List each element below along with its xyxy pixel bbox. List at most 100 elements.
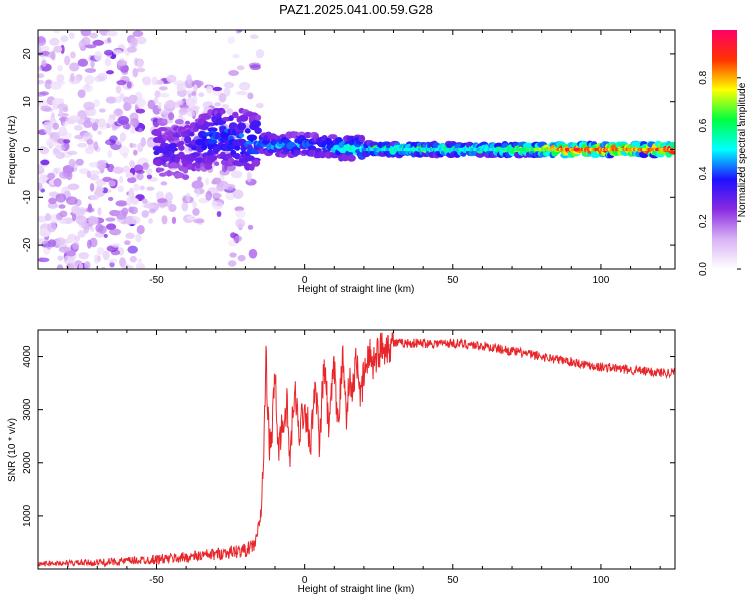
heatmap-cell — [112, 166, 124, 174]
heatmap-cell — [109, 209, 121, 217]
heatmap-cell — [78, 39, 88, 50]
heatmap-cell — [216, 211, 222, 218]
heatmap-cell — [103, 49, 114, 56]
heatmap-cell — [40, 45, 50, 52]
heatmap-cell — [41, 50, 50, 56]
heatmap-cell — [95, 186, 104, 193]
heatmap-cell — [135, 36, 147, 45]
heatmap-cell — [161, 215, 168, 225]
heatmap-cell — [228, 115, 234, 122]
heatmap-cell — [114, 96, 123, 104]
heatmap-cell — [83, 120, 93, 129]
colorbar-ticks: 0.0 0.2 0.4 0.6 0.8 — [698, 70, 741, 276]
heatmap-cell — [124, 240, 131, 246]
heatmap-cell — [70, 51, 76, 59]
heatmap-cell — [84, 261, 91, 269]
heatmap-cell — [235, 218, 246, 229]
snr-y-tick-label: 1000 — [22, 504, 33, 527]
heatmap-cell — [70, 72, 75, 82]
heatmap-cell — [235, 30, 241, 34]
heatmap-cell — [44, 213, 52, 222]
heatmap-cell — [162, 118, 168, 124]
heatmap-cell — [169, 162, 181, 169]
heatmap-cell — [122, 264, 134, 269]
heatmap-cell — [221, 103, 230, 110]
spectrogram-x-tick-label: 0 — [302, 275, 308, 286]
heatmap-cell — [225, 190, 235, 201]
colorbar-scale — [712, 30, 737, 269]
heatmap-cell — [195, 189, 201, 198]
heatmap-cell — [181, 174, 190, 180]
heatmap-cell — [84, 74, 95, 85]
heatmap-cell — [135, 263, 146, 269]
heatmap-cell — [207, 154, 218, 162]
heatmap-cell — [56, 264, 64, 269]
heatmap-cell — [307, 145, 317, 152]
heatmap-cell — [193, 84, 198, 93]
heatmap-cell — [193, 218, 205, 224]
spectrogram-ticks: -50 0 50 100 -20 -10 0 10 20 — [22, 30, 675, 286]
heatmap-cell — [47, 172, 55, 180]
heatmap-cell — [63, 139, 71, 144]
heatmap-cell — [67, 150, 78, 156]
heatmap-cell — [92, 39, 104, 46]
heatmap-cell — [112, 49, 123, 55]
heatmap-cell — [71, 213, 77, 222]
heatmap-cell — [119, 257, 126, 268]
heatmap-cell — [247, 224, 254, 230]
colorbar-tick-label: 0.4 — [698, 166, 709, 180]
heatmap-cell — [86, 138, 94, 145]
heatmap-cell — [97, 130, 103, 135]
heatmap-cell — [40, 159, 50, 166]
heatmap-cell — [151, 76, 158, 86]
heatmap-cell — [178, 140, 185, 146]
heatmap-cell — [54, 167, 62, 174]
heatmap-cell — [66, 250, 76, 257]
heatmap-cell — [133, 149, 138, 156]
heatmap-cell — [38, 79, 45, 85]
heatmap-cell — [236, 122, 247, 130]
heatmap-cell — [77, 142, 88, 148]
heatmap-cell — [232, 189, 244, 199]
heatmap-cell — [106, 37, 112, 43]
heatmap-cell — [80, 30, 92, 37]
heatmap-cell — [123, 101, 132, 112]
heatmap-cell — [178, 144, 185, 151]
heatmap-cell — [232, 53, 240, 59]
heatmap-cell — [230, 170, 243, 179]
heatmap-cell — [137, 258, 143, 263]
heatmap-cell — [38, 257, 50, 263]
heatmap-cell — [75, 158, 84, 166]
heatmap-cell — [192, 201, 197, 209]
heatmap-cell — [167, 112, 175, 121]
snr-y-tick-label: 2000 — [22, 451, 33, 474]
heatmap-cell — [46, 243, 52, 250]
heatmap-cell — [105, 70, 114, 75]
heatmap-cell — [234, 145, 241, 151]
heatmap-cell — [132, 120, 139, 128]
heatmap-cell — [68, 32, 75, 40]
heatmap-cell — [136, 67, 146, 73]
heatmap-cell — [247, 92, 254, 100]
heatmap-cell — [181, 201, 189, 212]
snr-frame — [37, 329, 676, 570]
heatmap-cell — [109, 135, 118, 144]
heatmap-cell — [189, 131, 195, 137]
heatmap-cell — [186, 97, 196, 108]
heatmap-cell — [135, 108, 146, 114]
heatmap-cell — [52, 122, 59, 130]
heatmap-cell — [53, 30, 61, 34]
heatmap-cell — [77, 89, 86, 98]
heatmap-cell — [119, 175, 124, 184]
heatmap-cell — [97, 225, 107, 234]
heatmap-cell — [59, 210, 68, 218]
heatmap-cell — [251, 159, 261, 167]
spectrogram-y-tick-label: 0 — [22, 146, 33, 152]
heatmap-cell — [117, 185, 124, 193]
heatmap-cell — [115, 200, 128, 207]
heatmap-cell — [58, 219, 66, 225]
heatmap-cell — [110, 249, 121, 256]
heatmap-cell — [106, 223, 117, 231]
heatmap-cell — [132, 67, 139, 78]
